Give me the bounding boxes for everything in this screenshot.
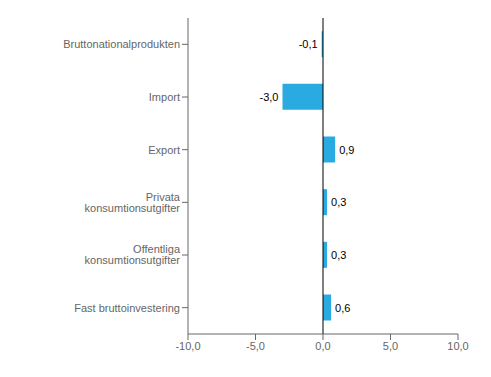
svg-text:Export: Export (148, 144, 180, 156)
svg-text:-10,0: -10,0 (175, 340, 200, 352)
svg-text:10,0: 10,0 (447, 340, 468, 352)
svg-text:0,9: 0,9 (339, 144, 354, 156)
svg-text:0,3: 0,3 (331, 249, 346, 261)
svg-text:Fast bruttoinvestering: Fast bruttoinvestering (74, 302, 180, 314)
svg-text:-0,1: -0,1 (299, 38, 318, 50)
svg-text:Privatakonsumtionsutgifter: Privatakonsumtionsutgifter (85, 191, 181, 214)
svg-text:Bruttonationalprodukten: Bruttonationalprodukten (63, 38, 180, 50)
svg-text:0,3: 0,3 (331, 196, 346, 208)
svg-text:0,0: 0,0 (315, 340, 330, 352)
svg-text:-5,0: -5,0 (246, 340, 265, 352)
svg-text:Import: Import (149, 91, 180, 103)
svg-text:Offentligakonsumtionsutgifter: Offentligakonsumtionsutgifter (85, 243, 181, 266)
svg-text:-3,0: -3,0 (260, 91, 279, 103)
svg-text:0,6: 0,6 (335, 302, 350, 314)
svg-text:5,0: 5,0 (383, 340, 398, 352)
